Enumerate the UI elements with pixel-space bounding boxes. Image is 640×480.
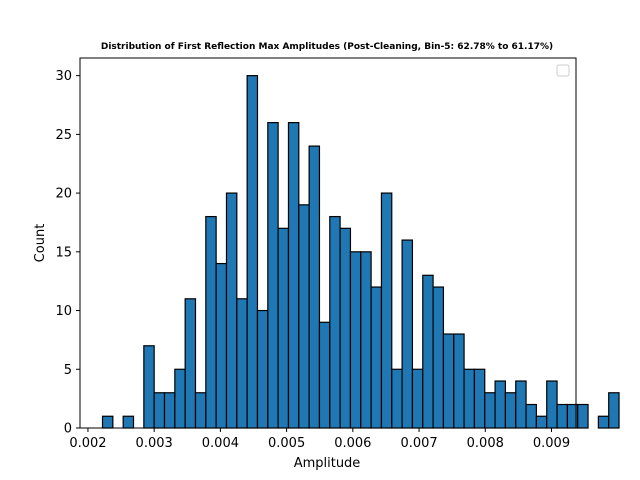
y-tick-label: 0 xyxy=(64,422,72,437)
histogram-bar xyxy=(101,415,114,429)
histogram-bar xyxy=(184,298,197,429)
histogram-bar xyxy=(174,368,186,429)
histogram-bar xyxy=(349,251,362,429)
histogram-bar xyxy=(422,274,434,429)
histogram-bar xyxy=(194,392,207,429)
histogram-bar xyxy=(391,368,403,429)
y-tick-label: 25 xyxy=(55,128,72,143)
histogram-bar xyxy=(205,215,217,429)
x-axis: 0.002 0.003 0.004 0.005 0.006 0.007 0.008 0.009 xyxy=(69,428,570,451)
histogram-bar xyxy=(597,415,610,429)
histogram-bar xyxy=(360,251,372,429)
x-tick-label: 0.002 xyxy=(69,436,106,451)
histogram-bar xyxy=(484,392,496,429)
histogram-bar xyxy=(236,298,248,429)
histogram-bar xyxy=(463,368,476,429)
histogram-bar xyxy=(504,392,517,429)
histogram-bar xyxy=(122,415,135,429)
histogram-bar xyxy=(339,227,352,429)
y-tick-label: 30 xyxy=(55,69,72,84)
x-tick-label: 0.008 xyxy=(467,436,504,451)
histogram-bar xyxy=(329,215,341,429)
bars-group xyxy=(101,75,620,429)
histogram-bar xyxy=(494,380,507,429)
histogram-bar xyxy=(298,204,310,429)
histogram-bar xyxy=(143,345,155,429)
histogram-bar xyxy=(256,309,269,429)
histogram-bar xyxy=(153,392,166,429)
histogram-bar xyxy=(225,192,238,429)
histogram-bar xyxy=(473,368,486,429)
x-tick-label: 0.007 xyxy=(400,436,437,451)
histogram-bar xyxy=(432,286,445,429)
y-tick-label: 20 xyxy=(55,187,72,202)
histogram-bar xyxy=(215,262,228,429)
histogram-bar xyxy=(163,392,176,429)
histogram-bar xyxy=(267,122,279,429)
y-tick-label: 10 xyxy=(55,304,72,319)
x-tick-label: 0.009 xyxy=(533,436,570,451)
histogram-bar xyxy=(535,415,548,429)
chart-title: Distribution of First Reflection Max Amp… xyxy=(101,42,553,52)
y-tick-label: 5 xyxy=(64,363,72,378)
histogram-bar xyxy=(608,392,620,429)
x-tick-label: 0.003 xyxy=(136,436,173,451)
y-tick-label: 15 xyxy=(55,245,72,260)
histogram-bar xyxy=(318,321,331,429)
histogram-bar xyxy=(525,403,537,429)
histogram-bar xyxy=(546,380,558,429)
plot-frame xyxy=(79,57,577,429)
histogram-bar xyxy=(370,286,383,429)
x-tick-label: 0.005 xyxy=(268,436,305,451)
histogram-bar xyxy=(287,122,300,429)
histogram-bar xyxy=(277,227,290,429)
y-axis-label: Count xyxy=(33,224,48,263)
histogram-bar xyxy=(380,192,393,429)
histogram-bar xyxy=(411,368,424,429)
legend-box xyxy=(556,64,570,77)
y-axis: 0 5 10 15 20 25 30 xyxy=(55,69,80,437)
x-tick-label: 0.006 xyxy=(334,436,371,451)
histogram-bar xyxy=(515,380,527,429)
x-tick-label: 0.004 xyxy=(202,436,239,451)
histogram-bar xyxy=(401,239,414,429)
histogram-bar xyxy=(453,333,465,429)
histogram-bar xyxy=(556,403,568,429)
histogram-bar xyxy=(308,145,321,429)
histogram-bar xyxy=(442,333,455,429)
histogram-bar xyxy=(577,403,589,429)
x-axis-label: Amplitude xyxy=(294,456,361,471)
histogram-bar xyxy=(246,75,259,429)
